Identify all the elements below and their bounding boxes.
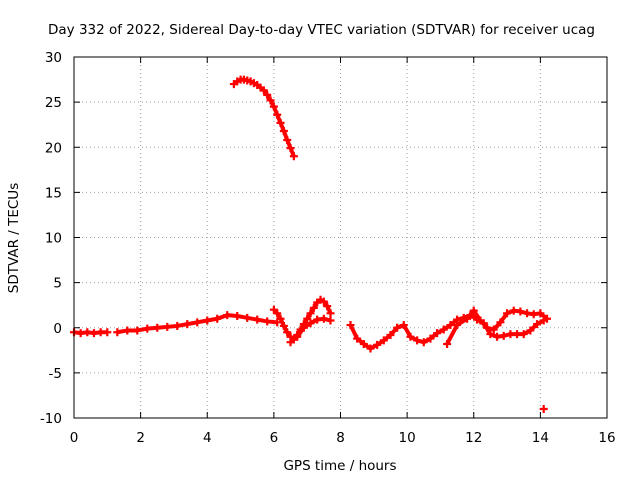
series-outlier: [539, 404, 548, 413]
x-tick-label: 12: [465, 430, 482, 446]
series-high-arc: [229, 75, 298, 161]
x-axis-label: GPS time / hours: [283, 458, 396, 474]
x-tick-label: 10: [399, 430, 416, 446]
chart-title: Day 332 of 2022, Sidereal Day-to-day VTE…: [48, 22, 595, 38]
y-tick-label: 20: [45, 140, 62, 156]
x-tick-label: 2: [136, 430, 145, 446]
axis-ticks: [73, 56, 608, 419]
series-band-early: [70, 328, 112, 338]
series-line: [73, 330, 108, 336]
x-tick-label: 16: [598, 430, 615, 446]
x-tick-label: 6: [270, 430, 279, 446]
y-axis-label: SDTVAR / TECUs: [6, 183, 22, 293]
x-tick-label: 4: [203, 430, 212, 446]
series-band-main: [113, 311, 282, 337]
x-tick-label: 8: [336, 430, 345, 446]
tick-labels: 0 2 4 6 8 10 12 14 16 -10 -5 0 5 10 15 20 25 30: [40, 50, 616, 446]
y-tick-label: 0: [53, 321, 62, 337]
series-line: [289, 316, 332, 344]
y-tick-label: -10: [40, 411, 62, 427]
x-tick-label: 14: [532, 430, 549, 446]
series-band-late: [346, 311, 548, 353]
y-tick-label: 15: [45, 185, 62, 201]
series-band-late-upper: [443, 306, 552, 348]
y-tick-label: 30: [45, 50, 62, 66]
y-tick-label: 10: [45, 231, 62, 247]
y-tick-label: -5: [49, 366, 62, 382]
x-tick-label: 0: [70, 430, 79, 446]
series-band-lower: [286, 314, 335, 347]
series-line: [445, 308, 549, 345]
data-points: [70, 75, 552, 413]
y-tick-label: 5: [53, 276, 62, 292]
y-tick-label: 25: [45, 95, 62, 111]
series-line: [232, 77, 296, 158]
series-line: [116, 313, 278, 335]
data-point: [539, 404, 548, 413]
grid-lines: [74, 57, 607, 418]
series-line: [348, 313, 545, 351]
